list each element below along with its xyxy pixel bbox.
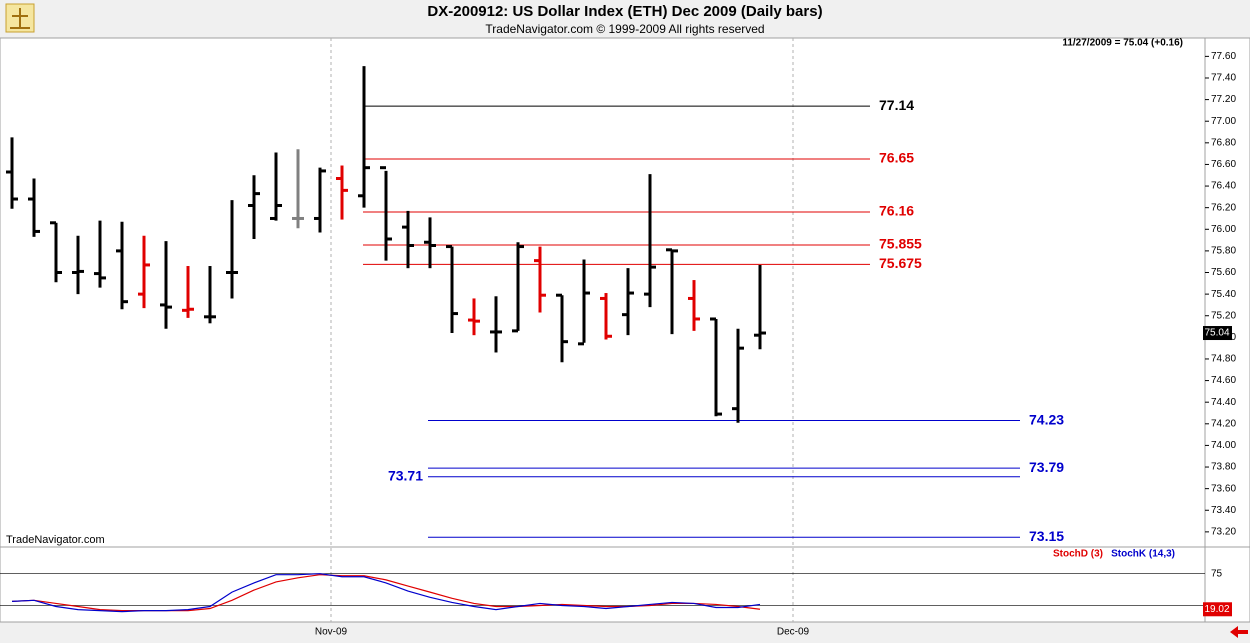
y-tick-label: 76.60 [1211,159,1236,170]
chart-title: DX-200912: US Dollar Index (ETH) Dec 200… [427,3,822,20]
logo [5,3,35,33]
y-tick-label: 77.00 [1211,116,1236,127]
y-tick-label: 75.40 [1211,289,1236,300]
scroll-arrow[interactable] [1230,626,1248,638]
value-box [1203,602,1232,617]
price-panel [0,37,1206,548]
y-tick-label: 76.80 [1211,137,1236,148]
level-label: 73.71 [388,467,423,483]
x-tick-label: Dec-09 [777,627,810,638]
y-tick-label: 74.60 [1211,375,1236,386]
y-tick-label: 77.60 [1211,51,1236,62]
y-tick-label: 74.20 [1211,418,1236,429]
y-tick-label: 73.20 [1211,527,1236,538]
y-tick-label: 75.80 [1211,246,1236,257]
level-label: 73.79 [1029,459,1064,475]
level-label: 76.16 [879,203,914,219]
last-value-box [1203,326,1232,341]
x-tick-label: Nov-09 [315,627,348,638]
y-tick-label: 77.20 [1211,94,1236,105]
y-tick-label: 75.60 [1211,267,1236,278]
level-label: 74.23 [1029,411,1064,427]
y-tick-label: 73.40 [1211,505,1236,516]
value-box-label: 19.02 [1204,604,1229,615]
level-label: 75.675 [879,255,922,271]
level-label: 76.65 [879,150,914,166]
y-tick-label: 74.80 [1211,354,1236,365]
watermark: TradeNavigator.com [6,534,105,546]
price-axis-panel [1204,37,1250,548]
y-tick-label: 76.20 [1211,202,1236,213]
y-tick-label: 76.00 [1211,224,1236,235]
chart-subtitle: TradeNavigator.com © 1999-2009 All right… [485,22,764,36]
level-label: 73.15 [1029,528,1064,544]
y-tick-label: 73.60 [1211,483,1236,494]
y-tick-label: 74.00 [1211,440,1236,451]
legend-label: StochD (3) [1053,549,1103,560]
legend-label: StochK (14,3) [1111,549,1175,560]
y-tick-label: 77.40 [1211,73,1236,84]
level-label: 77.14 [879,97,914,113]
y-tick-label: 75.20 [1211,310,1236,321]
last-value-label: 75.04 [1204,328,1229,339]
y-tick-label: 74.40 [1211,397,1236,408]
level-label: 75.855 [879,236,922,252]
y-tick-label: 76.40 [1211,181,1236,192]
y-tick-label: 73.80 [1211,462,1236,473]
y-tick-label: 75 [1211,568,1223,579]
status-text: 11/27/2009 = 75.04 (+0.16) [1062,38,1183,49]
stoch-line [11,573,761,613]
